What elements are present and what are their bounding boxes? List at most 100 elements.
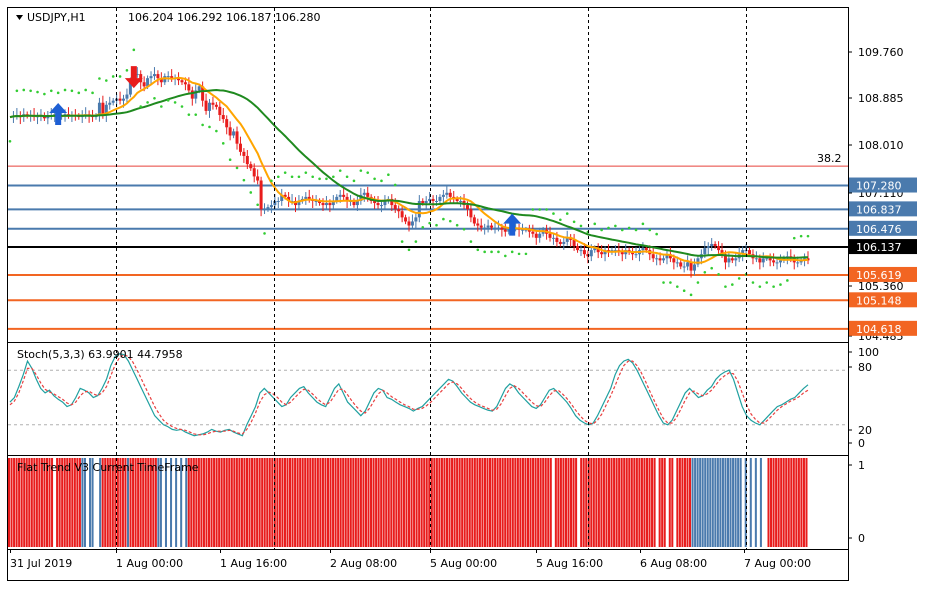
candle-body[interactable] bbox=[717, 246, 721, 251]
candle-body[interactable] bbox=[655, 258, 659, 260]
candle-body[interactable] bbox=[342, 194, 346, 197]
stochastic-pane[interactable] bbox=[8, 353, 848, 437]
candle-body[interactable] bbox=[579, 250, 583, 252]
candle-body[interactable] bbox=[507, 229, 511, 232]
candle-body[interactable] bbox=[455, 198, 459, 201]
candle-body[interactable] bbox=[531, 231, 535, 234]
candle-body[interactable] bbox=[589, 250, 593, 257]
candle-body[interactable] bbox=[658, 258, 662, 261]
candle-body[interactable] bbox=[723, 254, 727, 263]
candle-body[interactable] bbox=[686, 262, 690, 267]
candle-body[interactable] bbox=[778, 260, 782, 263]
candle-body[interactable] bbox=[177, 78, 181, 81]
candle-body[interactable] bbox=[122, 98, 126, 101]
candle-body[interactable] bbox=[689, 262, 693, 271]
candle-body[interactable] bbox=[748, 250, 752, 255]
candle-body[interactable] bbox=[562, 241, 566, 244]
candle-body[interactable] bbox=[345, 196, 349, 201]
candle-body[interactable] bbox=[152, 74, 156, 77]
candle-body[interactable] bbox=[761, 258, 765, 263]
candle-body[interactable] bbox=[496, 227, 500, 229]
candle-body[interactable] bbox=[586, 254, 590, 257]
candle-body[interactable] bbox=[576, 246, 580, 251]
candle-body[interactable] bbox=[407, 221, 411, 226]
candle-body[interactable] bbox=[197, 86, 201, 91]
candle-body[interactable] bbox=[66, 114, 70, 116]
candle-body[interactable] bbox=[459, 200, 463, 202]
candle-body[interactable] bbox=[524, 229, 528, 231]
candle-body[interactable] bbox=[242, 151, 246, 156]
candle-body[interactable] bbox=[651, 254, 655, 259]
candle-body[interactable] bbox=[180, 80, 184, 83]
candle-body[interactable] bbox=[417, 200, 421, 218]
candle-body[interactable] bbox=[441, 194, 445, 197]
candle-body[interactable] bbox=[307, 196, 311, 199]
candle-body[interactable] bbox=[187, 84, 191, 91]
candle-body[interactable] bbox=[806, 258, 810, 261]
candle-body[interactable] bbox=[668, 254, 672, 259]
candle-body[interactable] bbox=[600, 252, 604, 255]
candle-body[interactable] bbox=[593, 248, 597, 251]
candle-body[interactable] bbox=[558, 241, 562, 244]
candle-body[interactable] bbox=[469, 209, 473, 218]
candle-body[interactable] bbox=[613, 250, 617, 252]
candle-body[interactable] bbox=[500, 227, 504, 230]
candle-body[interactable] bbox=[225, 119, 229, 128]
candle-body[interactable] bbox=[183, 82, 187, 85]
candle-body[interactable] bbox=[362, 192, 366, 195]
candle-body[interactable] bbox=[476, 223, 480, 226]
candle-body[interactable] bbox=[493, 227, 497, 229]
candle-body[interactable] bbox=[104, 104, 108, 116]
buy-arrow-icon[interactable] bbox=[49, 103, 68, 126]
candle-body[interactable] bbox=[796, 262, 800, 264]
candle-body[interactable] bbox=[706, 246, 710, 249]
candle-body[interactable] bbox=[235, 131, 239, 144]
candle-body[interactable] bbox=[170, 76, 174, 79]
candle-body[interactable] bbox=[765, 258, 769, 260]
candle-body[interactable] bbox=[421, 200, 425, 204]
candle-body[interactable] bbox=[548, 233, 552, 238]
candle-body[interactable] bbox=[448, 192, 452, 197]
candle-body[interactable] bbox=[273, 200, 277, 206]
candle-body[interactable] bbox=[324, 203, 328, 206]
candle-body[interactable] bbox=[672, 258, 676, 263]
candle-body[interactable] bbox=[521, 229, 525, 231]
candle-body[interactable] bbox=[297, 200, 301, 206]
candle-body[interactable] bbox=[527, 229, 531, 232]
candle-body[interactable] bbox=[366, 192, 370, 197]
candle-body[interactable] bbox=[53, 114, 57, 116]
candle-body[interactable] bbox=[97, 102, 101, 116]
candle-body[interactable] bbox=[128, 80, 132, 95]
candle-body[interactable] bbox=[772, 260, 776, 263]
sell-arrow-icon[interactable] bbox=[124, 66, 143, 89]
candle-body[interactable] bbox=[634, 254, 638, 256]
candle-body[interactable] bbox=[713, 243, 717, 247]
candle-body[interactable] bbox=[696, 258, 700, 265]
candle-body[interactable] bbox=[582, 250, 586, 255]
candle-body[interactable] bbox=[376, 203, 380, 206]
candle-body[interactable] bbox=[675, 262, 679, 264]
candle-body[interactable] bbox=[125, 94, 129, 99]
candle-body[interactable] bbox=[135, 74, 139, 76]
candle-body[interactable] bbox=[644, 248, 648, 251]
candle-body[interactable] bbox=[190, 90, 194, 99]
candle-body[interactable] bbox=[276, 200, 280, 202]
candle-body[interactable] bbox=[662, 258, 666, 261]
candle-body[interactable] bbox=[565, 237, 569, 242]
candle-body[interactable] bbox=[703, 248, 707, 255]
candle-body[interactable] bbox=[156, 74, 160, 79]
candle-body[interactable] bbox=[438, 196, 442, 201]
candle-body[interactable] bbox=[352, 200, 356, 206]
candle-body[interactable] bbox=[204, 100, 208, 111]
candle-body[interactable] bbox=[379, 205, 383, 207]
candle-body[interactable] bbox=[734, 258, 738, 261]
candle-body[interactable] bbox=[775, 262, 779, 264]
candle-body[interactable] bbox=[318, 200, 322, 204]
candle-body[interactable] bbox=[572, 239, 576, 247]
candle-body[interactable] bbox=[269, 205, 273, 208]
candle-body[interactable] bbox=[118, 98, 122, 101]
candle-body[interactable] bbox=[596, 248, 600, 253]
candle-body[interactable] bbox=[283, 194, 287, 197]
candle-body[interactable] bbox=[483, 227, 487, 229]
candle-body[interactable] bbox=[428, 198, 432, 201]
